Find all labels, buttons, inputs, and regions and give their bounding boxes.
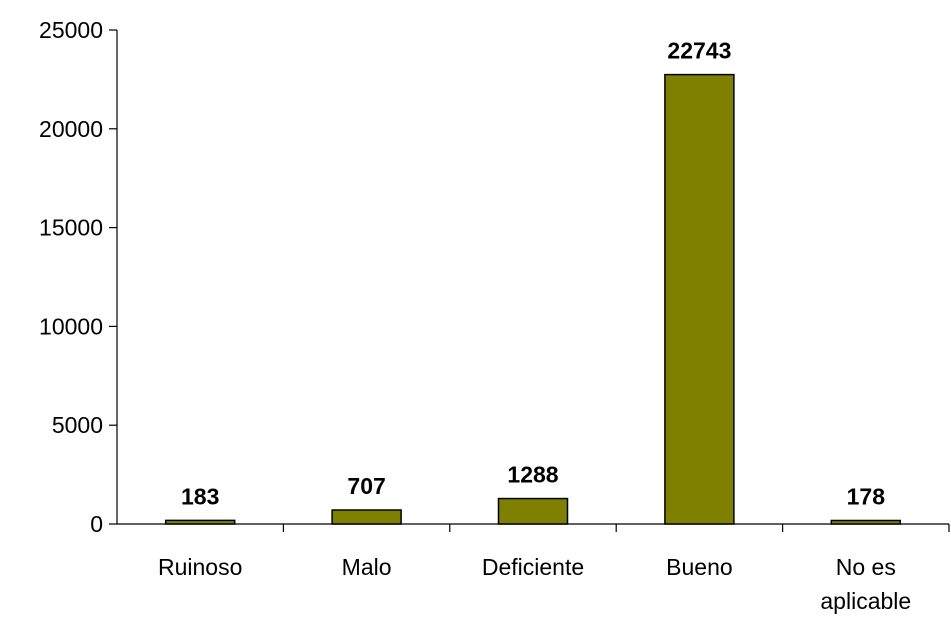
x-axis: Ruinoso Malo Deficiente Bueno No es aplicable [117,523,950,614]
bars [164,73,902,525]
x-category-label-line: Ruinoso [158,554,242,580]
y-tick-label: 20000 [39,116,103,142]
data-labels: 183 707 1288 22743 178 [181,38,885,510]
data-label: 183 [181,483,219,509]
bar [664,73,735,525]
y-tick-label: 10000 [39,313,103,339]
data-label: 178 [847,483,886,509]
x-category-label-line: aplicable [820,588,911,614]
x-category-label: Ruinoso [158,554,242,580]
y-axis: 0 5000 10000 15000 20000 25000 [39,17,118,537]
y-tick-label: 0 [90,511,103,537]
data-label: 707 [347,473,385,499]
y-tick-label: 5000 [52,412,103,438]
x-category-label: Malo [342,554,392,580]
x-category-label-line: No es [836,554,896,580]
data-label: 1288 [507,462,558,488]
x-category-label: Deficiente [482,554,584,580]
data-label: 22743 [667,38,731,64]
x-category-label-line: Malo [342,554,392,580]
x-category-label: Bueno [666,554,733,580]
x-category-label-line: Bueno [666,554,733,580]
y-tick-label: 25000 [39,17,103,43]
x-category-label: No es aplicable [820,554,911,614]
bar [830,519,902,525]
y-tick-label: 15000 [39,215,103,241]
bar [331,509,402,525]
bar [497,497,569,525]
x-category-label-line: Deficiente [482,554,584,580]
bar [164,519,236,525]
